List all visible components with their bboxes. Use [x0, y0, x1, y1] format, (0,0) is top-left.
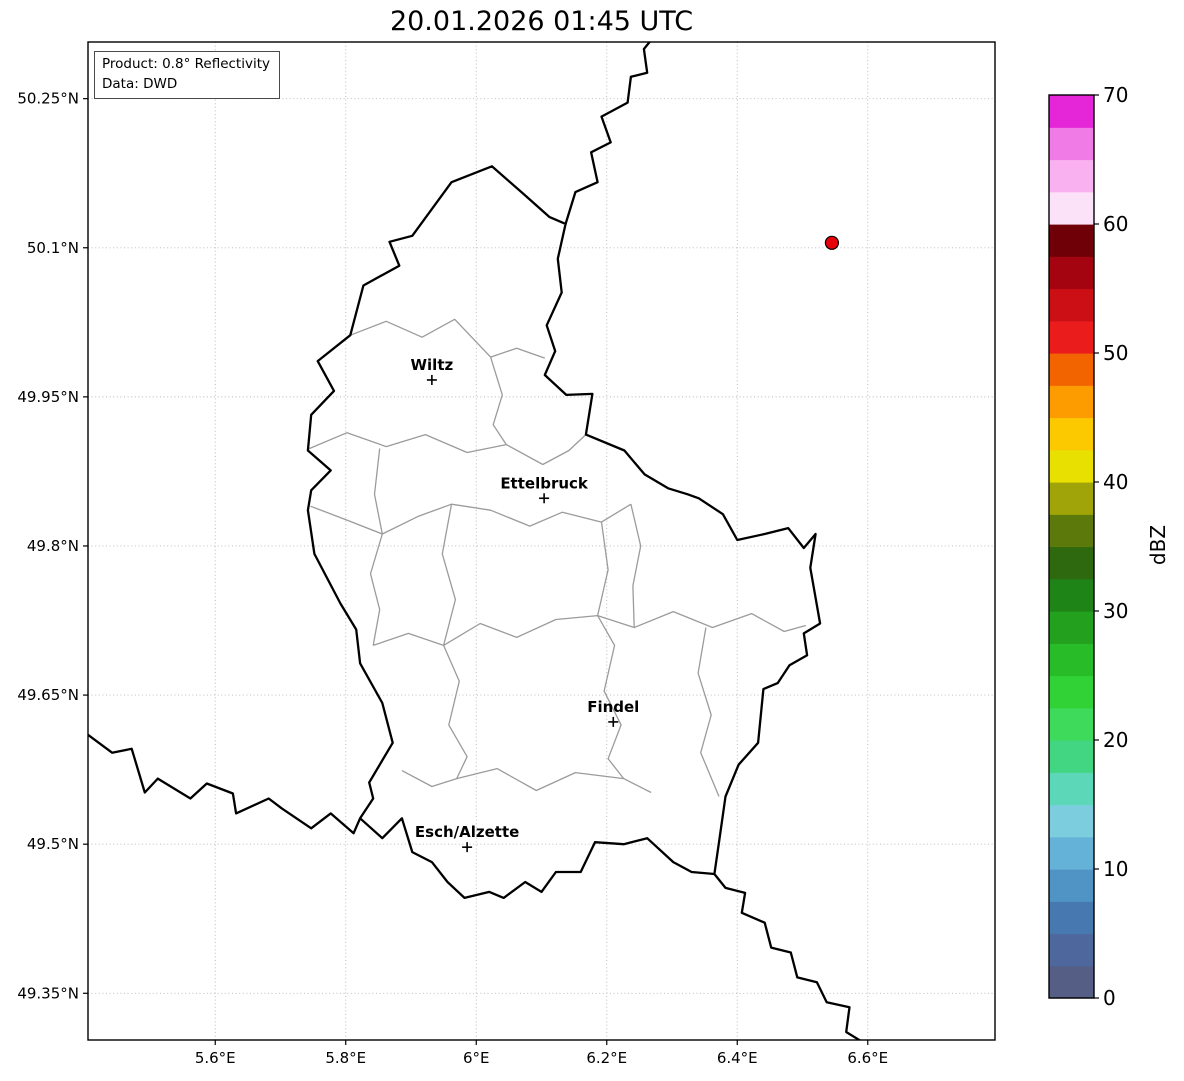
y-tick-label: 50.1°N — [27, 239, 79, 257]
colorbar-segment — [1049, 224, 1094, 257]
plot-frame — [87, 41, 996, 1041]
colorbar-segment — [1049, 449, 1094, 483]
x-tick-label: 6°E — [463, 1049, 490, 1067]
colorbar-tick-label: 0 — [1103, 986, 1116, 1010]
colorbar-segment — [1049, 288, 1094, 322]
colorbar-segment — [1049, 482, 1094, 515]
colorbar-segment — [1049, 675, 1094, 709]
colorbar-segment — [1049, 578, 1094, 612]
colorbar-tick-label: 60 — [1103, 212, 1128, 236]
colorbar-segment — [1049, 320, 1094, 354]
colorbar-segment — [1049, 869, 1094, 902]
plot-title: 20.01.2026 01:45 UTC — [389, 6, 694, 37]
radar-site-marker — [824, 235, 840, 250]
colorbar-segment — [1049, 353, 1094, 386]
y-tick-label: 49.8°N — [27, 537, 79, 555]
colorbar-segment — [1049, 804, 1094, 838]
city-label: Findel — [587, 698, 639, 716]
colorbar-frame — [1048, 94, 1095, 999]
colorbar-tick-label: 50 — [1103, 341, 1128, 365]
colorbar-segment — [1049, 256, 1094, 290]
product-info-box: Product: 0.8° Reflectivity Data: DWD — [94, 51, 280, 100]
city-marker: Wiltz — [411, 356, 454, 385]
colorbar-segment — [1049, 95, 1094, 128]
colorbar-segment — [1049, 740, 1094, 773]
colorbar-segment — [1049, 965, 1094, 999]
x-tick-label: 6.4°E — [717, 1049, 758, 1067]
x-tick-label: 6.6°E — [847, 1049, 888, 1067]
colorbar: 0 10 20 30 40 50 60 70 — [1048, 83, 1128, 1010]
map-layer: Wiltz Ettelbruck Findel Esch/Alzette — [88, 42, 862, 1040]
gridlines — [88, 42, 995, 1040]
colorbar-segment — [1049, 643, 1094, 677]
colorbar-segment — [1049, 127, 1094, 161]
axes: 5.6°E 5.8°E 6°E 6.2°E 6.4°E 6.6°E 50.25°N 50.1°… — [17, 90, 888, 1067]
x-tick-label: 5.6°E — [195, 1049, 236, 1067]
y-tick-label: 49.5°N — [27, 835, 79, 853]
y-tick-label: 49.35°N — [17, 984, 79, 1002]
colorbar-unit-label: dBZ — [1146, 524, 1170, 566]
data-source-label: Data: DWD — [102, 75, 178, 92]
city-marker: Findel — [587, 698, 639, 727]
colorbar-tick-label: 20 — [1103, 728, 1128, 752]
colorbar-segment — [1049, 191, 1094, 225]
x-tick-label: 5.8°E — [325, 1049, 366, 1067]
colorbar-segment — [1049, 772, 1094, 806]
colorbar-segment — [1049, 933, 1094, 967]
colorbar-segment — [1049, 385, 1094, 419]
colorbar-tick-label: 30 — [1103, 599, 1128, 623]
colorbar-tick-label: 10 — [1103, 857, 1128, 881]
y-tick-label: 49.95°N — [17, 388, 79, 406]
product-label: Product: 0.8° Reflectivity — [102, 56, 270, 72]
colorbar-segment — [1049, 514, 1094, 548]
y-tick-label: 50.25°N — [17, 90, 79, 108]
city-label: Ettelbruck — [500, 474, 589, 492]
colorbar-segment — [1049, 546, 1094, 580]
colorbar-segment — [1049, 836, 1094, 870]
city-label: Esch/Alzette — [415, 823, 519, 841]
colorbar-tick-label: 70 — [1103, 83, 1128, 107]
colorbar-segment — [1049, 901, 1094, 935]
city-marker: Ettelbruck — [500, 474, 589, 504]
colorbar-segment — [1049, 707, 1094, 741]
colorbar-segment — [1049, 417, 1094, 451]
colorbar-segment — [1049, 159, 1094, 193]
city-label: Wiltz — [411, 356, 454, 374]
colorbar-segment — [1049, 611, 1094, 644]
y-tick-label: 49.65°N — [17, 686, 79, 704]
x-tick-label: 6.2°E — [586, 1049, 627, 1067]
city-marker: Esch/Alzette — [415, 823, 519, 853]
colorbar-tick-label: 40 — [1103, 470, 1128, 494]
